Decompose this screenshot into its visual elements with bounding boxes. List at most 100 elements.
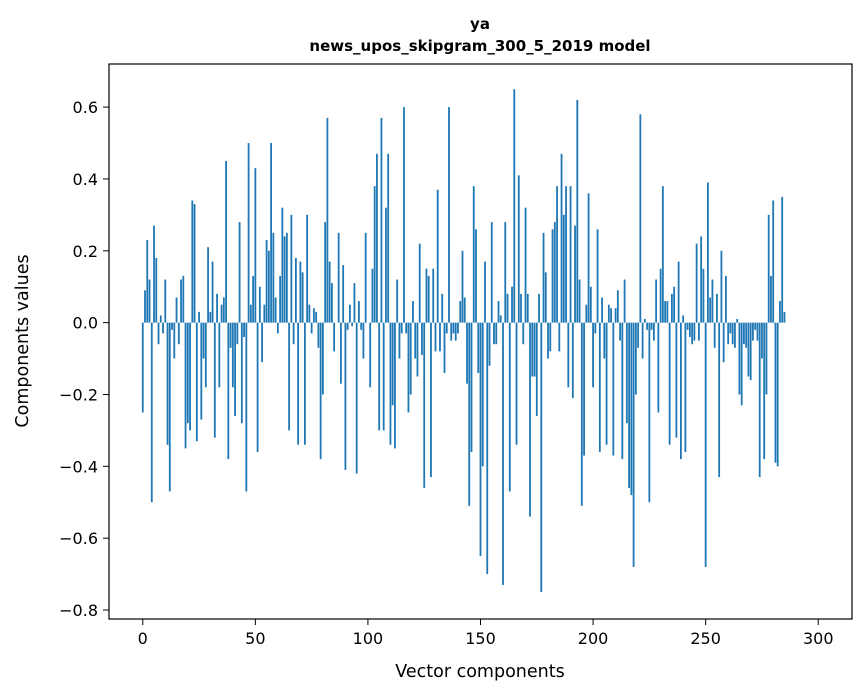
bar-133	[441, 293, 444, 323]
y-tick-label: −0.2	[59, 385, 98, 404]
bar-212	[619, 322, 621, 341]
bar-159	[499, 315, 502, 323]
bar-141	[459, 301, 462, 323]
bar-38	[227, 322, 230, 460]
bar-47	[247, 143, 250, 323]
bar-201	[594, 322, 597, 334]
bar-85	[333, 322, 336, 352]
bar-261	[729, 322, 732, 334]
bar-162	[506, 293, 509, 323]
bar-83	[328, 261, 331, 323]
bar-211	[616, 290, 619, 323]
bar-193	[576, 99, 579, 323]
bar-40	[231, 322, 234, 388]
bar-146	[470, 322, 473, 452]
bar-284	[781, 196, 784, 323]
bar-267	[743, 322, 745, 345]
bar-13	[171, 322, 173, 330]
bar-87	[337, 232, 340, 323]
bar-154	[488, 322, 491, 366]
bar-131	[436, 189, 439, 323]
bar-259	[725, 275, 727, 323]
bar-7	[157, 322, 160, 345]
bar-31	[211, 261, 214, 323]
bar-33	[216, 293, 218, 323]
bar-194	[578, 279, 581, 323]
bar-272	[754, 322, 757, 330]
bar-25	[198, 311, 200, 323]
bar-118	[407, 322, 410, 413]
bar-4	[150, 322, 153, 503]
bar-22	[191, 200, 194, 323]
bar-216	[628, 322, 630, 488]
bar-123	[418, 243, 421, 323]
bar-166	[515, 322, 518, 445]
bar-245	[693, 322, 696, 341]
bar-91	[346, 322, 349, 330]
bars-group	[141, 89, 786, 593]
bar-142	[461, 250, 464, 323]
bar-173	[531, 322, 534, 377]
bar-273	[756, 322, 759, 341]
bar-185	[558, 322, 561, 352]
bar-135	[445, 322, 448, 334]
bar-18	[182, 275, 185, 323]
bar-144	[466, 322, 468, 384]
bar-139	[454, 322, 457, 341]
bar-264	[736, 319, 739, 323]
bar-51	[256, 322, 259, 452]
bar-50	[254, 168, 257, 323]
bar-8	[159, 315, 162, 323]
bar-1	[144, 290, 146, 323]
bar-187	[562, 214, 565, 323]
bar-44	[240, 322, 243, 424]
bar-58	[272, 232, 275, 323]
bar-269	[747, 322, 750, 377]
bar-17	[180, 279, 182, 323]
bar-219	[634, 322, 637, 395]
bar-205	[603, 322, 606, 359]
bar-170	[524, 207, 527, 323]
bar-126	[425, 268, 428, 323]
bar-237	[675, 322, 678, 438]
bar-121	[414, 322, 417, 359]
bar-113	[396, 279, 399, 323]
bar-66	[290, 214, 293, 323]
bar-129	[432, 268, 435, 323]
bar-35	[220, 304, 223, 323]
bar-160	[502, 322, 504, 585]
bar-59	[274, 297, 277, 323]
bar-68	[294, 257, 297, 323]
bar-60	[276, 322, 279, 334]
bar-101	[369, 322, 372, 388]
bar-217	[630, 322, 633, 496]
bar-71	[301, 272, 304, 323]
bar-285	[783, 311, 786, 323]
bar-200	[592, 322, 594, 388]
bar-92	[349, 304, 351, 323]
bar-134	[443, 322, 446, 373]
bar-49	[252, 275, 254, 323]
bar-179	[544, 272, 547, 323]
bar-176	[538, 293, 540, 323]
x-tick-label: 200	[578, 629, 609, 648]
bar-114	[398, 322, 401, 359]
bar-37	[225, 160, 227, 323]
y-tick-label: 0.2	[73, 242, 98, 261]
bar-78	[317, 322, 320, 348]
bar-281	[774, 322, 777, 463]
bar-175	[535, 322, 538, 417]
bar-171	[526, 293, 529, 323]
bar-105	[378, 322, 381, 431]
bar-169	[522, 322, 525, 345]
bar-115	[400, 322, 403, 334]
bar-64	[285, 232, 288, 323]
bar-54	[263, 304, 266, 323]
bar-236	[673, 286, 676, 323]
bar-6	[155, 257, 158, 323]
bar-278	[767, 214, 770, 323]
bar-112	[394, 322, 396, 449]
y-tick-label: −0.6	[59, 529, 98, 548]
bar-136	[448, 107, 450, 323]
bar-180	[547, 322, 549, 359]
